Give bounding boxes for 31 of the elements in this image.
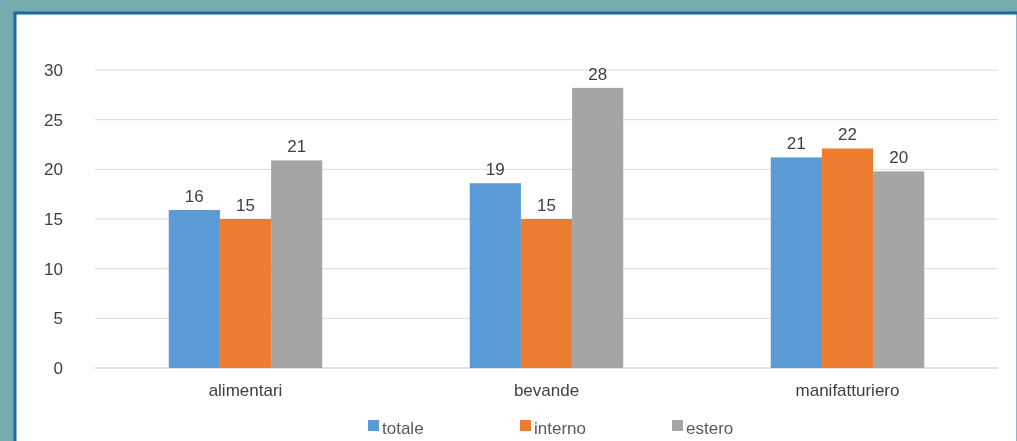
legend-label: interno <box>534 419 586 438</box>
data-label: 28 <box>588 64 608 84</box>
y-tick-label: 15 <box>44 209 63 229</box>
data-label: 20 <box>889 148 909 168</box>
data-label: 22 <box>838 125 857 145</box>
bar <box>469 183 521 368</box>
data-label: 21 <box>786 134 806 154</box>
bar <box>770 157 822 368</box>
y-tick-label: 10 <box>44 259 63 279</box>
y-tick-label: 5 <box>53 309 63 329</box>
bar <box>219 219 272 368</box>
y-tick-label: 20 <box>44 160 63 180</box>
bar <box>572 87 624 368</box>
bar <box>520 219 573 368</box>
bar <box>168 210 220 368</box>
legend-label: estero <box>686 419 734 438</box>
x-tick-label: bevande <box>513 381 580 400</box>
data-label: 15 <box>537 196 556 215</box>
bar <box>821 148 874 368</box>
y-tick-label: 30 <box>44 60 63 80</box>
data-label: 21 <box>287 137 307 157</box>
data-label: 16 <box>184 187 204 207</box>
x-tick-label: alimentari <box>208 381 283 400</box>
x-tick-label: manifatturiero <box>795 381 900 400</box>
bar <box>873 171 925 368</box>
data-label: 19 <box>485 160 505 180</box>
legend-label: totale <box>382 419 424 438</box>
y-tick-label: 0 <box>53 358 63 378</box>
y-tick-label: 25 <box>44 110 63 130</box>
data-label: 15 <box>236 196 255 215</box>
bar <box>271 160 323 368</box>
